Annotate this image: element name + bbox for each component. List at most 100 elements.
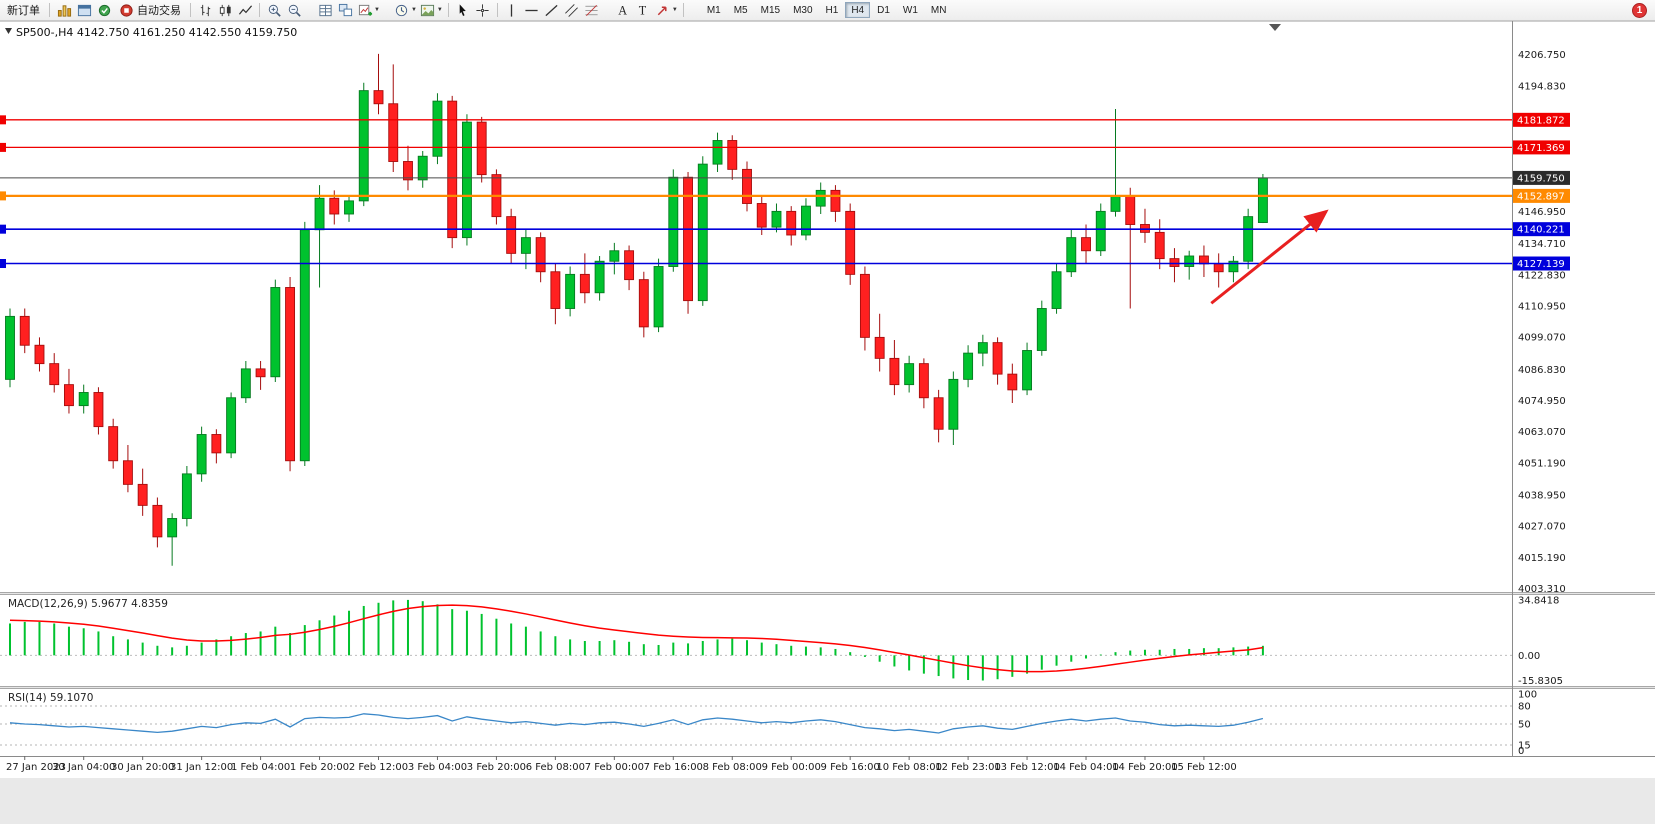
line-left-anchor[interactable] (0, 115, 6, 125)
crosshair-button[interactable] (474, 1, 492, 19)
notification-count: 1 (1636, 4, 1643, 16)
time-axis-label: 2 Feb 12:00 (349, 762, 408, 773)
timeframe-button-m15[interactable]: M15 (760, 5, 781, 16)
symbol-ohlc-header: SP500-,H4 4142.750 4161.250 4142.550 415… (16, 26, 297, 39)
timeframe-button-w1[interactable]: W1 (902, 5, 918, 16)
rsi-line (9, 713, 1264, 734)
svg-text:4152.897: 4152.897 (1517, 191, 1565, 202)
trend-arrow[interactable] (1210, 209, 1329, 305)
svg-text:T: T (639, 3, 647, 17)
chevron-down-icon[interactable]: ▼ (671, 7, 678, 13)
macd-axis-label: -15.8305 (1518, 676, 1563, 687)
periods-button[interactable] (393, 1, 411, 19)
price-tag-4152.897: 4152.897 (1513, 188, 1570, 203)
time-axis-label: 27 Jan 2023 (6, 762, 66, 773)
horizontal-line-4140.221[interactable] (0, 224, 1512, 234)
panel-splitter[interactable] (0, 686, 1655, 689)
svg-text:4159.750: 4159.750 (1517, 173, 1565, 184)
time-axis-label: 7 Feb 16:00 (644, 762, 703, 773)
line-left-anchor[interactable] (0, 224, 6, 234)
price-axis-label: 4015.190 (1518, 553, 1566, 564)
price-axis-label: 4206.750 (1518, 50, 1566, 61)
candlestick-chart-button[interactable] (216, 1, 234, 19)
price-axis-label: 4146.950 (1518, 207, 1566, 218)
price-tag-4159.750: 4159.750 (1513, 170, 1570, 185)
navigator-icon (77, 4, 91, 16)
horizontal-line-4152.897[interactable] (0, 191, 1512, 201)
trendline-button[interactable] (543, 1, 561, 19)
line-chart-button[interactable] (236, 1, 254, 19)
line-left-anchor[interactable] (0, 191, 6, 201)
line-chart-icon (238, 4, 252, 15)
timeframe-button-m5[interactable]: M5 (733, 5, 748, 16)
market-watch-button[interactable] (55, 1, 73, 19)
autotrading-icon (120, 3, 133, 17)
time-axis-label: 3 Feb 04:00 (408, 762, 467, 773)
new-chart-button[interactable] (356, 1, 374, 19)
arrows-button[interactable] (654, 1, 672, 19)
timeframe-button-h1[interactable]: H1 (825, 5, 839, 16)
zoom-out-button[interactable] (285, 1, 303, 19)
timeframe-button-h4[interactable]: H4 (845, 2, 871, 18)
cursor-button[interactable] (454, 1, 472, 19)
price-tag-4140.221: 4140.221 (1513, 222, 1570, 237)
fibonacci-icon (585, 4, 598, 16)
autotrading-button[interactable]: 自动交易 (115, 1, 185, 19)
text-label-button[interactable]: T (634, 1, 652, 19)
price-axis-label: 4051.190 (1518, 458, 1566, 469)
tile-windows-button[interactable] (336, 1, 354, 19)
toolbar-separator (682, 3, 684, 17)
text-button[interactable]: A (614, 1, 632, 19)
panel-splitter[interactable] (0, 592, 1655, 595)
new-order-button[interactable]: 新订单 (3, 1, 44, 19)
svg-text:4171.369: 4171.369 (1517, 143, 1565, 154)
horizontal-line-4171.369[interactable] (0, 142, 1512, 152)
chart-shift-marker[interactable] (1269, 24, 1281, 31)
crosshair-icon (476, 3, 489, 17)
price-axis-label: 4086.830 (1518, 365, 1566, 376)
fibonacci-button[interactable] (583, 1, 601, 19)
ohlc-bars-button[interactable] (196, 1, 214, 19)
price-tag-4127.139: 4127.139 (1513, 256, 1570, 271)
terminal-button[interactable] (95, 1, 113, 19)
horizontal-line-button[interactable] (523, 1, 541, 19)
time-axis-label: 14 Feb 04:00 (1053, 762, 1119, 773)
navigator-button[interactable] (75, 1, 93, 19)
chevron-down-icon[interactable]: ▼ (410, 7, 417, 13)
price-axis[interactable]: 4206.750 4194.830 4146.950 4134.710 4122.830… (1518, 50, 1566, 757)
line-left-anchor[interactable] (0, 259, 6, 269)
timeframe-buttons: M1 M5 M15 M30 H1 H4 D1 W1 MN (701, 2, 953, 18)
channel-button[interactable] (563, 1, 581, 19)
notification-badge[interactable]: 1 (1632, 2, 1647, 18)
price-axis-label: 4194.830 (1518, 81, 1566, 92)
zoom-in-button[interactable] (265, 1, 283, 19)
chevron-down-icon[interactable]: ▼ (436, 7, 443, 13)
time-axis-label: 14 Feb 20:00 (1112, 762, 1178, 773)
timeframe-button-d1[interactable]: D1 (877, 5, 890, 16)
chart-quick-nav-icon[interactable] (5, 28, 12, 34)
grid-button[interactable] (316, 1, 334, 19)
timeframe-button-mn[interactable]: MN (930, 5, 947, 16)
macd-header: MACD(12,26,9) 5.9677 4.8359 (8, 598, 168, 610)
timeframe-button-m30[interactable]: M30 (793, 5, 813, 16)
horizontal-line-4181.872[interactable] (0, 115, 1512, 125)
price-axis-label: 4063.070 (1518, 427, 1566, 438)
templates-button[interactable] (419, 1, 437, 19)
time-axis-label: 3 Feb 20:00 (467, 762, 526, 773)
trendline-icon (545, 4, 558, 16)
timeframe-button-m1[interactable]: M1 (706, 5, 721, 16)
vertical-line-button[interactable] (503, 1, 521, 19)
window-bottom-strip (0, 778, 1655, 824)
toolbar-separator (49, 3, 50, 17)
price-tag-4171.369: 4171.369 (1513, 140, 1570, 155)
autotrading-label: 自动交易 (137, 5, 181, 17)
rsi-axis-label: 100 (1518, 690, 1537, 701)
line-left-anchor[interactable] (0, 142, 6, 152)
price-axis-label: 4110.950 (1518, 302, 1566, 313)
chevron-down-icon[interactable]: ▼ (374, 7, 380, 13)
ohlc-bars-icon (200, 4, 210, 16)
tile-windows-icon (338, 3, 352, 16)
chart-background (0, 21, 1655, 778)
